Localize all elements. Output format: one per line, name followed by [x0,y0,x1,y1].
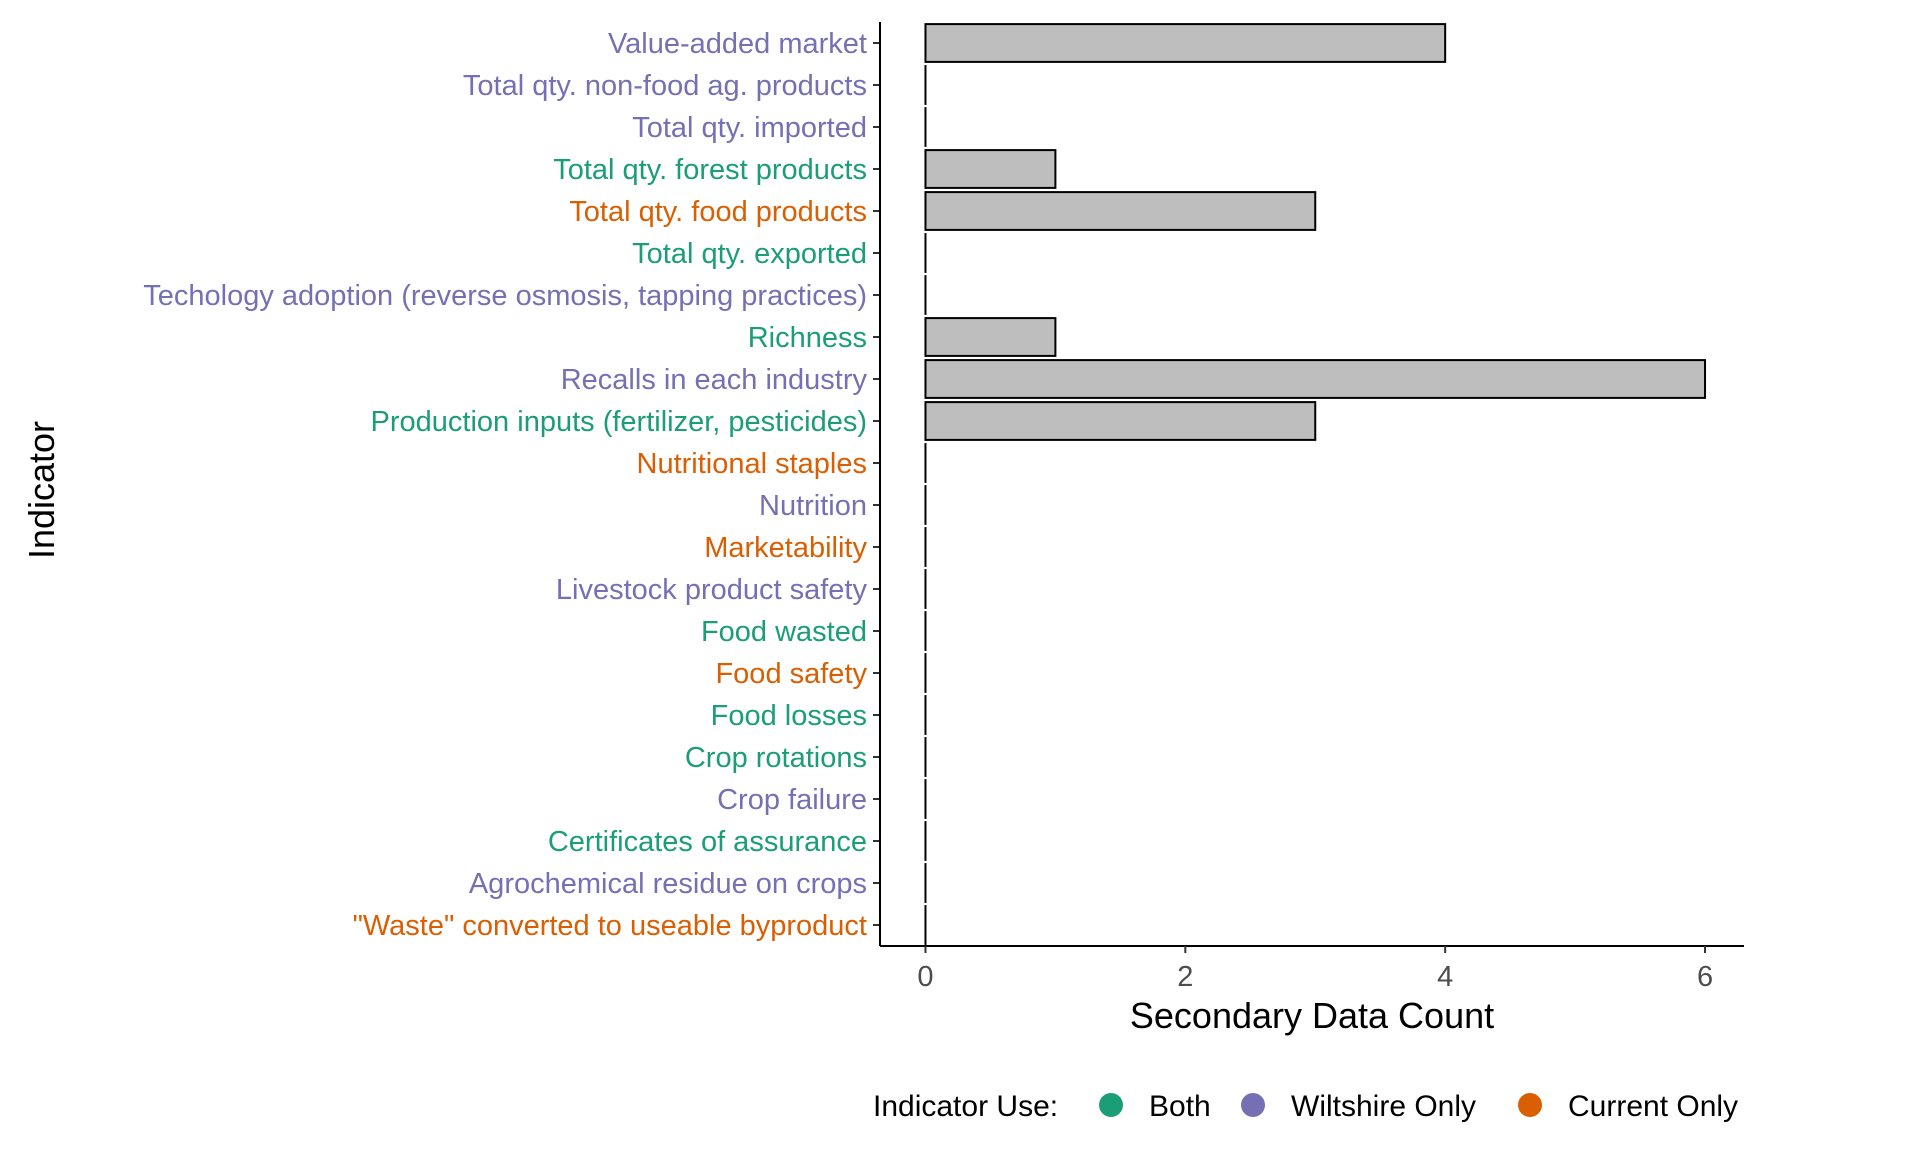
y-tick-label: Recalls in each industry [561,364,868,396]
y-tick-label: Richness [748,322,867,354]
legend-title: Indicator Use: [873,1090,1058,1123]
y-tick-label: Total qty. food products [569,196,867,228]
bar [924,359,1707,399]
x-axis-title: Secondary Data Count [1130,995,1494,1036]
bar [924,317,1057,357]
bar [924,401,1317,441]
y-axis: Value-added market Total qty. non-food ag… [143,22,881,946]
y-tick-label: Production inputs (fertilizer, pesticide… [371,406,867,438]
legend-label-current: Current Only [1568,1090,1738,1123]
legend-label-both: Both [1149,1090,1211,1123]
y-tick-label: Nutritional staples [637,448,868,480]
bar [924,191,1317,231]
bars-layer [924,23,1707,945]
legend-key-wiltshire [1241,1093,1265,1117]
legend-key-current [1518,1093,1542,1117]
y-tick-label: Nutrition [759,490,867,522]
y-tick-label: "Waste" converted to useable byproduct [353,910,867,942]
y-tick-label: Value-added market [608,28,867,60]
legend-key-both [1099,1093,1123,1117]
bar [924,149,1057,189]
y-tick-label: Agrochemical residue on crops [469,868,867,900]
x-tick-label: 4 [1437,961,1453,993]
y-tick-label: Crop rotations [685,742,867,774]
y-tick-label: Total qty. non-food ag. products [463,70,867,102]
y-tick-label: Total qty. exported [632,238,867,270]
y-tick-label: Marketability [704,532,867,564]
bar [924,23,1447,63]
y-tick-label: Total qty. imported [632,112,867,144]
y-tick-label: Crop failure [717,784,867,816]
y-tick-label: Food safety [715,658,867,690]
x-tick-label: 6 [1697,961,1713,993]
y-tick-label: Total qty. forest products [553,154,867,186]
x-tick-label: 0 [917,961,933,993]
legend: Indicator Use: Both Wiltshire Only Current… [873,1090,1738,1123]
legend-label-wiltshire: Wiltshire Only [1291,1090,1476,1123]
y-axis-title: Indicator [21,421,62,559]
y-tick-label: Food wasted [701,616,867,648]
y-tick-label: Certificates of assurance [548,826,867,858]
x-axis: 0 2 4 6 [880,945,1744,993]
y-tick-label: Livestock product safety [556,574,868,606]
y-tick-label: Techology adoption (reverse osmosis, tap… [143,280,867,312]
x-tick-label: 2 [1177,961,1193,993]
y-tick-label: Food losses [711,700,867,732]
